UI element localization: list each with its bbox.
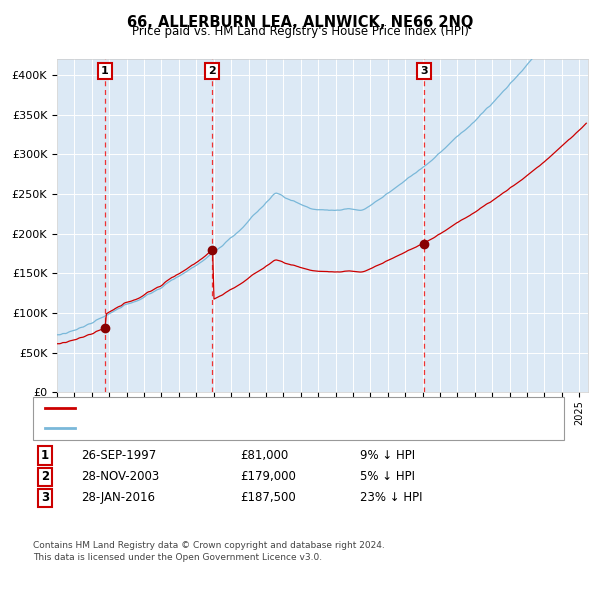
Text: Contains HM Land Registry data © Crown copyright and database right 2024.: Contains HM Land Registry data © Crown c… bbox=[33, 541, 385, 550]
Text: 1: 1 bbox=[41, 449, 49, 462]
Text: 3: 3 bbox=[420, 65, 428, 76]
Text: 3: 3 bbox=[41, 491, 49, 504]
Text: HPI: Average price, detached house, Northumberland: HPI: Average price, detached house, Nort… bbox=[81, 424, 360, 433]
Text: Price paid vs. HM Land Registry's House Price Index (HPI): Price paid vs. HM Land Registry's House … bbox=[131, 25, 469, 38]
Text: 2: 2 bbox=[208, 65, 216, 76]
Text: 66, ALLERBURN LEA, ALNWICK, NE66 2NQ: 66, ALLERBURN LEA, ALNWICK, NE66 2NQ bbox=[127, 15, 473, 30]
Text: 28-NOV-2003: 28-NOV-2003 bbox=[81, 470, 159, 483]
Text: £81,000: £81,000 bbox=[240, 449, 288, 462]
Text: 9% ↓ HPI: 9% ↓ HPI bbox=[360, 449, 415, 462]
Text: 26-SEP-1997: 26-SEP-1997 bbox=[81, 449, 156, 462]
Text: £187,500: £187,500 bbox=[240, 491, 296, 504]
Text: This data is licensed under the Open Government Licence v3.0.: This data is licensed under the Open Gov… bbox=[33, 553, 322, 562]
Text: 23% ↓ HPI: 23% ↓ HPI bbox=[360, 491, 422, 504]
Text: 5% ↓ HPI: 5% ↓ HPI bbox=[360, 470, 415, 483]
Text: 2: 2 bbox=[41, 470, 49, 483]
Text: £179,000: £179,000 bbox=[240, 470, 296, 483]
Text: 1: 1 bbox=[101, 65, 109, 76]
Text: 28-JAN-2016: 28-JAN-2016 bbox=[81, 491, 155, 504]
Text: 66, ALLERBURN LEA, ALNWICK, NE66 2NQ (detached house): 66, ALLERBURN LEA, ALNWICK, NE66 2NQ (de… bbox=[81, 404, 395, 413]
